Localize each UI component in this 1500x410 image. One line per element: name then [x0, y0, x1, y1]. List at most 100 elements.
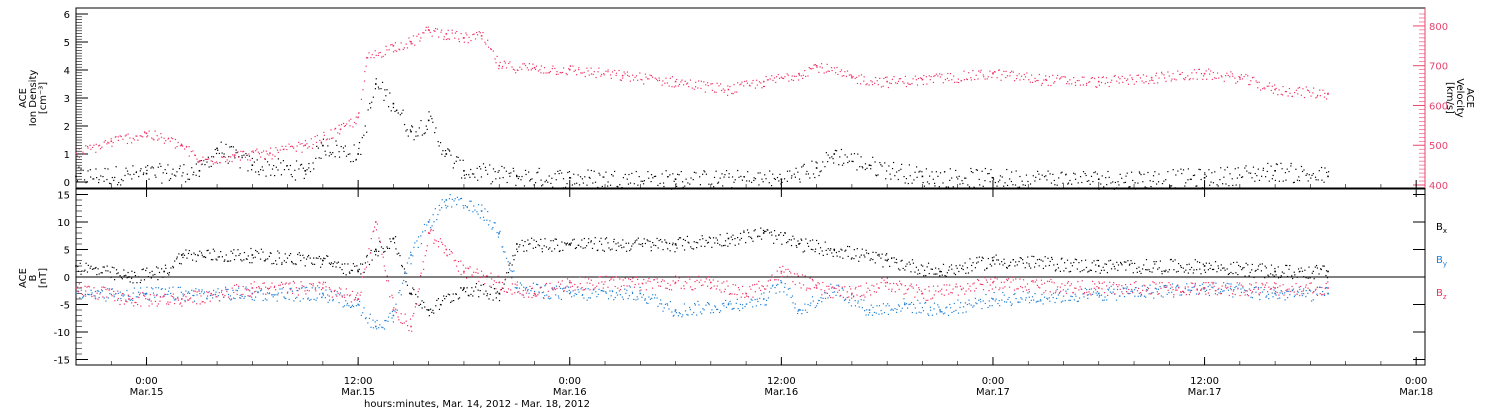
density-series-point [1257, 168, 1259, 170]
b-series-bz-point [941, 293, 943, 295]
b-series-bx-point [411, 293, 413, 296]
velocity-series-point [226, 159, 228, 161]
velocity-series-point [839, 70, 841, 73]
b-series-bx-point [147, 276, 149, 278]
b-series-by-point [1274, 292, 1276, 295]
b-series-bx-point [332, 265, 334, 268]
b-series-bz-point [429, 230, 432, 232]
b-series-by-point [1077, 300, 1079, 302]
b-series-by-point [355, 296, 357, 299]
velocity-series-point [557, 73, 559, 75]
density-series-point [557, 170, 559, 172]
velocity-series-point [511, 66, 513, 68]
b-series-bz-point [280, 281, 283, 283]
velocity-series-point [1076, 79, 1078, 82]
velocity-series-point [355, 123, 357, 125]
b-series-bz-point [239, 297, 241, 299]
b-series-by-point [527, 289, 529, 291]
b-series-bz-point [710, 281, 712, 284]
density-series-point [818, 174, 820, 177]
b-series-bz-point [1130, 283, 1132, 286]
b-series-bz-point [897, 284, 899, 286]
b-series-bx-point [559, 250, 561, 252]
b-series-bz-point [350, 301, 353, 303]
density-series-point [851, 160, 853, 162]
b-series-bz-point [451, 252, 453, 254]
density-series-point [251, 164, 254, 166]
velocity-series-point [930, 76, 932, 78]
b-series-by-point [1160, 295, 1163, 297]
b-series-bx-point [299, 254, 301, 256]
b-series-bx-point [549, 247, 551, 249]
velocity-series-point [898, 78, 900, 80]
b-series-bx-point [408, 292, 411, 294]
b-series-bz-point [780, 272, 782, 274]
b-series-bx-point [121, 278, 123, 280]
velocity-series-point [1125, 79, 1128, 82]
velocity-series-point [301, 151, 303, 153]
b-series-bx-point [503, 283, 505, 285]
b-series-bz-point [1083, 292, 1086, 294]
b-series-bz-point [643, 278, 645, 281]
b-series-bx-point [1320, 268, 1322, 271]
velocity-series-point [678, 83, 681, 86]
b-series-bz-point [370, 238, 372, 240]
density-series-point [86, 181, 88, 183]
density-series-point [1049, 173, 1051, 175]
velocity-series-point [600, 75, 602, 77]
b-series-bx-point [572, 239, 574, 241]
b-series-by-point [660, 303, 663, 305]
velocity-series-point [314, 136, 316, 138]
b-series-by-point [437, 213, 439, 216]
b-series-bx-point [545, 246, 548, 248]
b-series-bx-point [762, 232, 765, 234]
velocity-series-point [716, 82, 718, 84]
density-series-point [638, 175, 640, 178]
b-series-bx-point [822, 254, 824, 257]
b-series-bx-point [1261, 263, 1263, 265]
b-series-bx-point [388, 247, 391, 250]
b-series-bz-point [348, 295, 351, 297]
b-series-bz-point [988, 290, 990, 292]
b-series-by-point [1149, 284, 1151, 286]
velocity-series-point [646, 78, 649, 80]
velocity-series-point [292, 146, 294, 148]
b-series-by-point [944, 312, 946, 314]
b-series-by-point [127, 295, 130, 297]
velocity-series-point [661, 84, 663, 86]
velocity-series-point [871, 81, 873, 83]
b-series-bx-point [474, 286, 477, 288]
b-series-by-point [170, 292, 172, 295]
density-series-point [1089, 183, 1091, 185]
velocity-series-point [304, 139, 307, 142]
b-series-bx-point [693, 241, 695, 243]
density-series-point [627, 183, 630, 185]
b-series-by-point [125, 299, 127, 301]
b-series-bx-point [1297, 268, 1300, 270]
b-series-bz-point [818, 283, 820, 285]
b-series-bx-point [587, 242, 590, 244]
b-series-bz-point [602, 287, 604, 289]
b-series-bz-point [533, 294, 535, 297]
b-series-bz-point [607, 286, 609, 288]
velocity-series-point [156, 135, 158, 137]
velocity-series-point [181, 145, 184, 147]
density-series-point [1312, 173, 1314, 175]
b-series-bz-point [147, 298, 149, 300]
b-series-bz-point [333, 290, 335, 292]
b-series-by-point [441, 199, 443, 201]
density-series-point [87, 170, 89, 172]
b-series-bx-point [1071, 265, 1074, 267]
b-series-by-point [827, 297, 829, 299]
b-series-by-point [1184, 288, 1186, 290]
b-series-by-point [448, 198, 451, 200]
density-series-point [713, 186, 715, 188]
b-series-bz-point [1090, 294, 1092, 296]
b-series-bx-point [187, 252, 190, 255]
b-series-bx-point [473, 290, 475, 292]
velocity-series-point [773, 77, 776, 79]
velocity-series-point [893, 76, 895, 78]
velocity-series-point [763, 85, 766, 88]
b-series-bx-point [599, 240, 601, 242]
b-series-bz-point [660, 281, 663, 283]
